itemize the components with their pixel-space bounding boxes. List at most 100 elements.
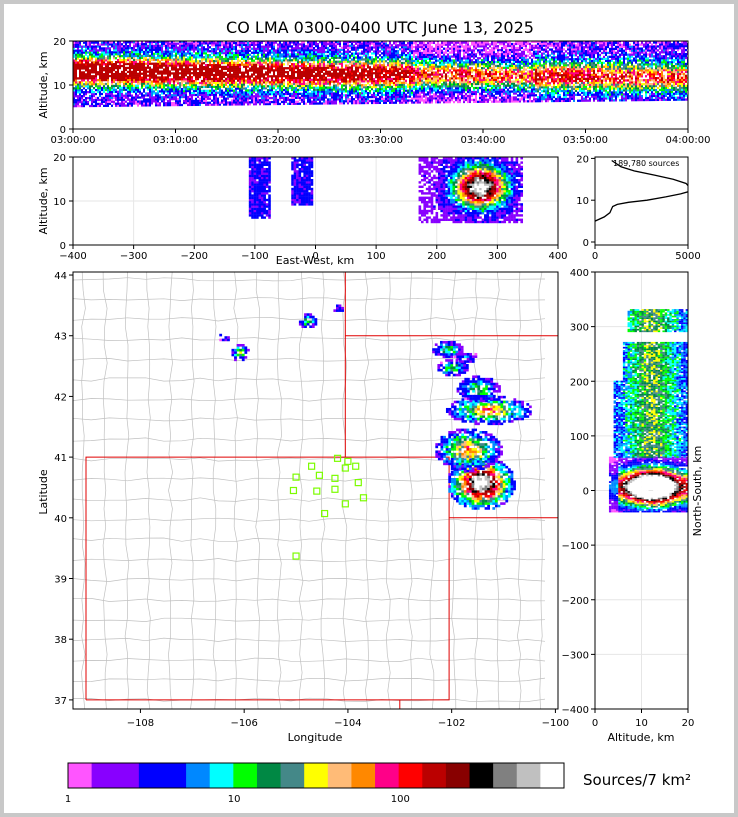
east-west-ylabel: Altitude, km: [37, 167, 50, 234]
east-west-xtick-label: 0: [312, 251, 318, 262]
colorbar-cell: [469, 763, 494, 788]
histogram-xtick-label: 0: [592, 251, 598, 262]
colorbar: 1 10 100 Sources/7 km²: [65, 762, 691, 805]
lma-station-marker: [341, 464, 349, 472]
time-height-xtick-label: 03:50:00: [563, 135, 608, 146]
time-height-xtick-label: 03:10:00: [153, 135, 198, 146]
east-west-xtick-label: −400: [59, 251, 86, 262]
time-height-xtick-label: 03:30:00: [358, 135, 403, 146]
north-south-ytick-label: 400: [570, 268, 589, 279]
lma-station-marker: [341, 500, 349, 508]
plan-view-xtick-label: −106: [230, 718, 257, 729]
lma-station-marker: [333, 454, 342, 462]
lma-station-marker: [289, 486, 298, 495]
colorbar-cell: [327, 763, 352, 788]
plan-view-ytick-label: 41: [54, 453, 67, 464]
plan-view-ytick-label: 44: [54, 271, 67, 282]
lma-station-marker: [331, 474, 339, 482]
east-west-xtick-label: 300: [488, 251, 507, 262]
north-south-xlabel: Altitude, km: [607, 731, 674, 744]
time-height-panel: 03:00:00 03:10:00 03:20:00 03:30:00 03:40:00…: [37, 37, 710, 146]
east-west-xlabel: East-West, km: [276, 254, 354, 267]
plan-view-ytick-label: 37: [54, 696, 67, 707]
colorbar-cell: [91, 763, 116, 788]
plan-view-ytick-label: 38: [54, 635, 67, 646]
colorbar-label: Sources/7 km²: [583, 771, 691, 789]
plan-view-xlabel: Longitude: [288, 731, 343, 744]
plan-view-panel: −108 −106 −104 −102 −100 37 38 39 40 41 42 43 44 Lat…: [37, 271, 569, 744]
colorbar-cell: [233, 763, 258, 788]
chart-title: CO LMA 0300-0400 UTC June 13, 2025: [226, 18, 534, 37]
histogram-ytick-label: 0: [583, 238, 589, 249]
histogram-xtick-label: 5000: [675, 251, 700, 262]
lma-station-marker: [331, 485, 339, 493]
colorbar-cell: [162, 763, 187, 788]
east-west-xtick-label: 200: [427, 251, 446, 262]
colorbar-cell: [280, 763, 305, 788]
lma-station-marker: [320, 509, 329, 518]
north-south-ytick-label: 0: [583, 487, 589, 498]
colorbar-cell: [398, 763, 423, 788]
north-south-ytick-label: −300: [562, 650, 589, 661]
lma-station-marker: [315, 471, 323, 479]
colorbar-cell: [351, 763, 376, 788]
plan-view-xtick-label: −100: [542, 718, 569, 729]
lma-station-marker: [354, 479, 362, 487]
north-south-xtick-label: 0: [592, 718, 598, 729]
lma-station-marker: [292, 552, 300, 560]
time-height-ytick-label: 10: [53, 81, 66, 92]
time-height-xtick-label: 04:00:00: [666, 135, 711, 146]
north-south-panel: 0 10 20 −400 −300 −200 −100 0 100 200 300 400 North…: [562, 268, 704, 744]
colorbar-cell: [115, 763, 140, 788]
colorbar-tick-label: 10: [228, 794, 241, 805]
time-height-xtick-label: 03:40:00: [461, 135, 506, 146]
north-south-ytick-label: −200: [562, 596, 589, 607]
east-west-xtick-label: −300: [120, 251, 147, 262]
histogram-ytick-label: 20: [576, 154, 589, 165]
colorbar-cell: [186, 763, 211, 788]
lma-station-marker: [313, 487, 321, 495]
lma-station-marker: [308, 462, 316, 470]
lma-station-marker: [344, 457, 352, 465]
plan-view-ylabel: Latitude: [37, 469, 50, 515]
north-south-ytick-label: −400: [562, 705, 589, 716]
plan-view-xtick-label: −104: [334, 718, 361, 729]
colorbar-cell: [540, 763, 565, 788]
source-count-annotation: 189,780 sources: [613, 159, 679, 168]
histogram-ytick-label: 10: [576, 196, 589, 207]
east-west-panel: −400 −300 −200 −100 0 100 200 300 400 0 10 20 Altit…: [37, 153, 568, 267]
colorbar-cell: [375, 763, 400, 788]
north-south-ytick-label: 300: [570, 323, 589, 334]
figure-frame: CO LMA 0300-0400 UTC June 13, 2025 03:00…: [4, 4, 734, 813]
colorbar-cell: [138, 763, 163, 788]
east-west-ytick-label: 20: [53, 153, 66, 164]
colorbar-cell: [493, 763, 518, 788]
colorbar-cell: [445, 763, 471, 788]
east-west-xtick-label: −100: [241, 251, 268, 262]
colorbar-cell: [304, 763, 329, 788]
colorbar-cell: [209, 763, 234, 788]
east-west-xtick-label: −200: [181, 251, 208, 262]
east-west-xtick-label: 400: [548, 251, 567, 262]
colorbar-tick-label: 1: [65, 794, 71, 805]
east-west-ytick-label: 10: [53, 197, 66, 208]
state-border: [85, 456, 450, 701]
north-south-ytick-label: 200: [570, 377, 589, 388]
time-height-xtick-label: 03:20:00: [256, 135, 301, 146]
time-height-ylabel: Altitude, km: [37, 51, 50, 118]
lma-station-marker: [292, 473, 300, 481]
altitude-histogram-panel: 0 5000 0 10 20 189,780 sources: [576, 154, 700, 262]
colorbar-cell: [422, 763, 447, 788]
east-west-xtick-label: 100: [367, 251, 386, 262]
altitude-histogram-line: [595, 159, 688, 222]
colorbar-cell: [516, 763, 541, 788]
colorbar-cell: [68, 763, 93, 788]
north-south-xtick-label: 20: [682, 718, 695, 729]
plan-view-ytick-label: 40: [54, 514, 67, 525]
plan-view-ytick-label: 39: [54, 575, 67, 586]
time-height-xtick-label: 03:00:00: [51, 135, 96, 146]
north-south-xtick-label: 10: [635, 718, 648, 729]
lma-station-marker: [352, 462, 360, 470]
time-height-ytick-label: 20: [53, 37, 66, 48]
colorbar-cell: [256, 763, 282, 788]
